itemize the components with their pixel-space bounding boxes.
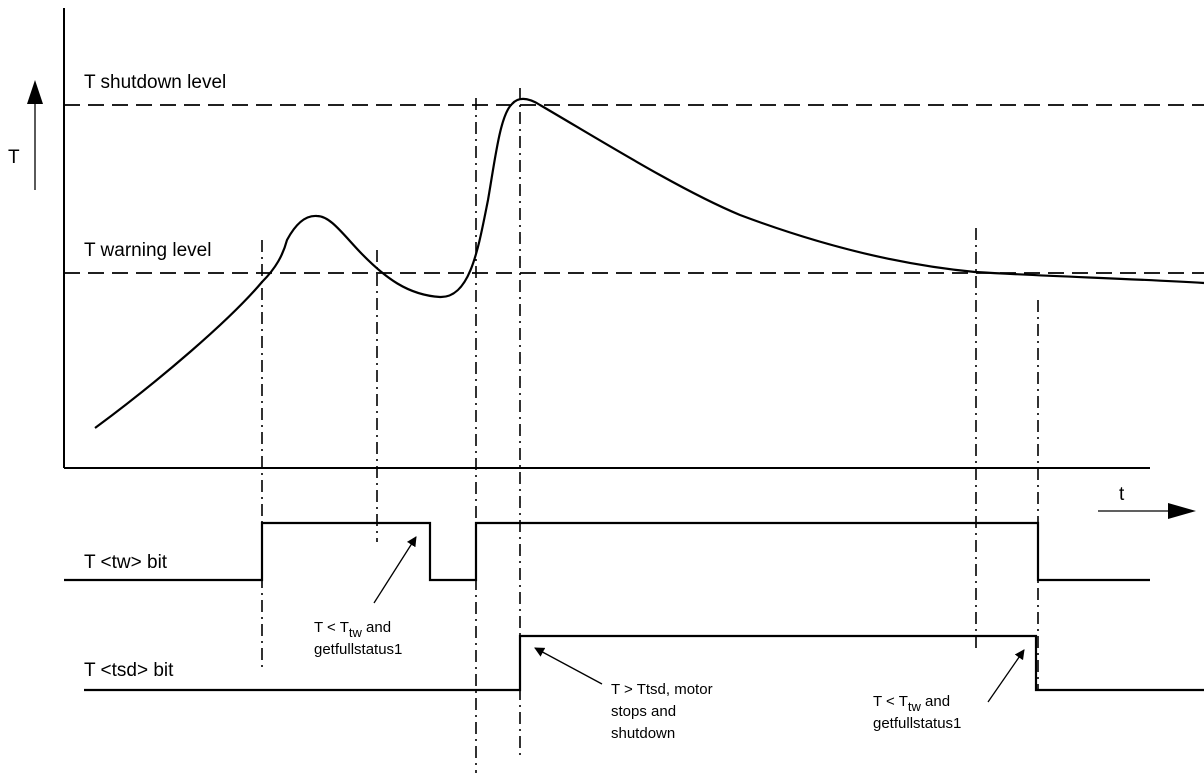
x-axis-arrowhead-icon xyxy=(1168,503,1196,519)
annotation-arrow-icon xyxy=(987,649,1025,703)
tw-clear-right-annotation-line2: getfullstatus1 xyxy=(873,715,961,732)
tsd-trigger-annotation-line3: shutdown xyxy=(611,725,675,742)
tw-clear-annotation-line1: T < Ttw and xyxy=(314,619,391,640)
y-axis-label: T xyxy=(8,147,20,168)
temperature-curve xyxy=(94,97,1204,429)
tsd-bit-waveform xyxy=(84,634,1204,692)
warning-level-label: T warning level xyxy=(84,240,211,261)
y-axis-arrowhead-icon xyxy=(27,80,43,104)
tw-clear-right-annotation-line1: T < Ttw and xyxy=(873,693,950,714)
tsd-trigger-annotation-line1: T > Ttsd, motor xyxy=(611,681,713,698)
tw-bit-label: T <tw> bit xyxy=(84,552,168,573)
annotation-arrow-icon xyxy=(534,647,603,685)
tw-clear-annotation-line2: getfullstatus1 xyxy=(314,641,402,658)
tsd-trigger-annotation-line2: stops and xyxy=(611,703,676,720)
tw-bit-waveform xyxy=(64,521,1150,582)
x-axis-label: t xyxy=(1119,484,1125,505)
tsd-bit-label: T <tsd> bit xyxy=(84,660,174,681)
shutdown-level-label: T shutdown level xyxy=(84,72,226,93)
annotation-arrow-icon xyxy=(373,536,417,604)
